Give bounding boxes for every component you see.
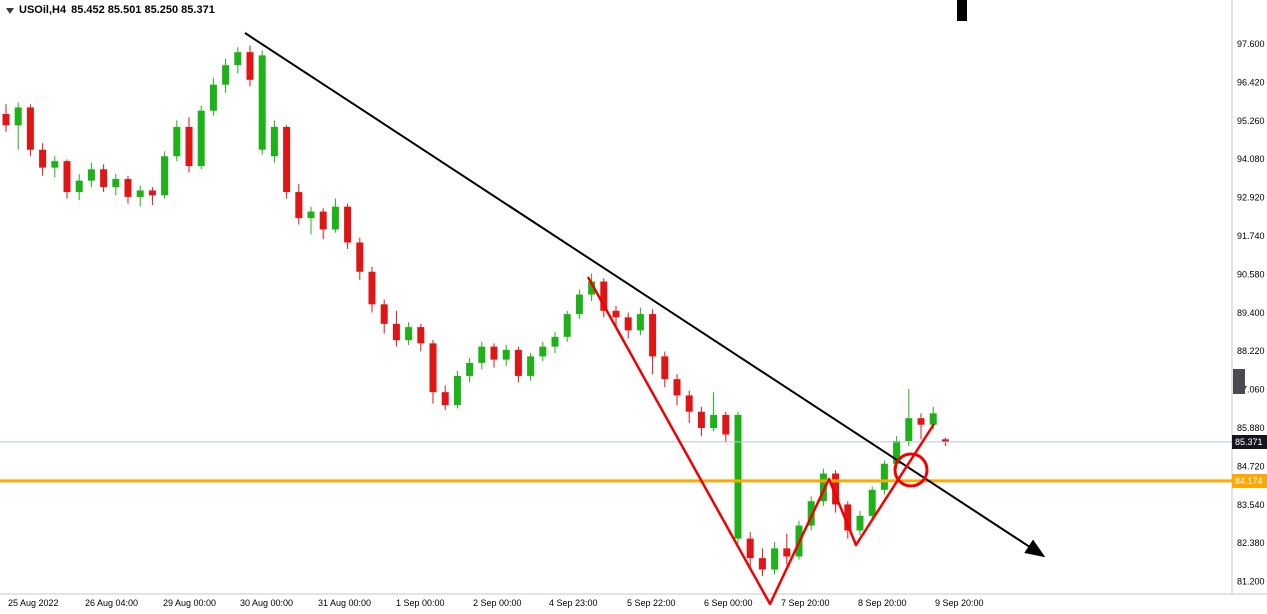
y-axis-label: 96.420 — [1237, 77, 1265, 87]
descending-trendline[interactable] — [244, 32, 1046, 558]
ohlc-values-label: 85.452 85.501 85.250 85.371 — [71, 4, 215, 16]
symbol-dropdown-icon[interactable] — [6, 7, 14, 14]
x-axis-label: 7 Sep 20:00 — [781, 598, 830, 608]
chart-shift-marker[interactable] — [957, 0, 967, 21]
y-axis-label: 85.880 — [1237, 423, 1265, 433]
x-axis-label: 30 Aug 00:00 — [240, 598, 293, 608]
y-axis-label: 91.740 — [1237, 231, 1265, 241]
x-axis-label: 2 Sep 00:00 — [473, 598, 522, 608]
current-price-badge: 85.371 — [1232, 434, 1267, 449]
breakout-circle[interactable] — [893, 452, 929, 488]
x-axis-label: 5 Sep 22:00 — [627, 598, 676, 608]
y-axis-label: 89.400 — [1237, 308, 1265, 318]
x-axis-label: 6 Sep 00:00 — [704, 598, 753, 608]
axis-scroll-marker[interactable] — [1233, 369, 1245, 394]
y-axis-label: 90.580 — [1237, 269, 1265, 279]
y-axis-label: 83.540 — [1237, 500, 1265, 510]
y-axis-label: 94.080 — [1237, 154, 1265, 164]
chart-title-bar: USOil,H4 85.452 85.501 85.250 85.371 — [6, 4, 215, 16]
horizontal-level-badge: 84.174 — [1232, 473, 1267, 488]
zigzag-projection[interactable] — [586, 276, 936, 606]
x-axis-label: 31 Aug 00:00 — [318, 598, 371, 608]
y-axis-label: 82.380 — [1237, 538, 1265, 548]
x-axis-label: 25 Aug 2022 — [8, 598, 59, 608]
candles-series — [2, 45, 949, 577]
x-axis-label: 9 Sep 20:00 — [935, 598, 984, 608]
price-lines-layer[interactable] — [0, 441, 1232, 483]
x-axis-label: 4 Sep 23:00 — [549, 598, 598, 608]
annotations-layer[interactable] — [244, 32, 1046, 606]
y-axis-label: 95.260 — [1237, 116, 1265, 126]
symbol-period-label: USOil,H4 — [19, 4, 67, 16]
y-axis-label: 87.060 — [1237, 385, 1265, 395]
y-axis-label: 84.720 — [1237, 461, 1265, 471]
x-axis-label: 1 Sep 00:00 — [396, 598, 445, 608]
x-axis-label: 26 Aug 04:00 — [85, 598, 138, 608]
y-axis-label: 88.220 — [1237, 346, 1265, 356]
y-axis-label: 92.920 — [1237, 193, 1265, 203]
x-axis-label: 29 Aug 00:00 — [163, 598, 216, 608]
y-axis-label: 97.600 — [1237, 39, 1265, 49]
x-axis-label: 8 Sep 20:00 — [858, 598, 907, 608]
y-axis-label: 81.200 — [1237, 577, 1265, 587]
